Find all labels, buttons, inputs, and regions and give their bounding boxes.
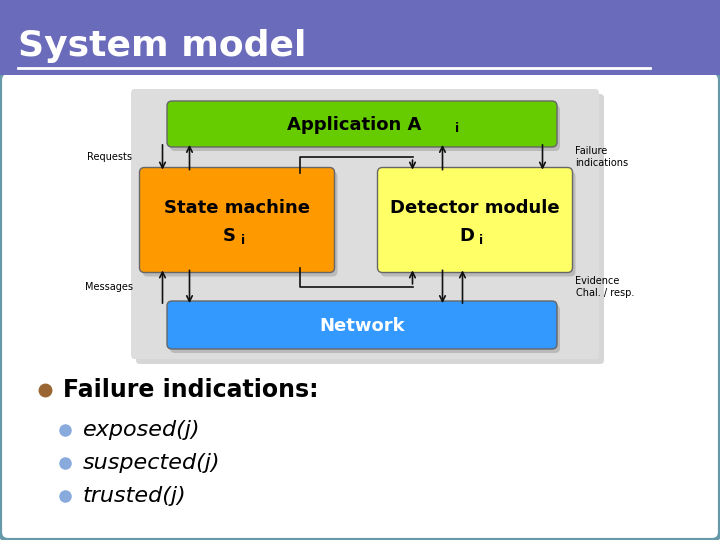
Text: Evidence
Chal. / resp.: Evidence Chal. / resp. bbox=[575, 276, 634, 298]
FancyBboxPatch shape bbox=[167, 301, 557, 349]
FancyBboxPatch shape bbox=[170, 105, 560, 151]
Text: i: i bbox=[455, 122, 459, 134]
FancyBboxPatch shape bbox=[377, 167, 572, 273]
FancyBboxPatch shape bbox=[140, 167, 335, 273]
Text: i: i bbox=[241, 233, 245, 246]
FancyBboxPatch shape bbox=[380, 172, 575, 276]
Text: State machine: State machine bbox=[164, 199, 310, 217]
Text: i: i bbox=[479, 233, 483, 246]
Text: S: S bbox=[222, 227, 235, 245]
Text: exposed(j): exposed(j) bbox=[83, 420, 200, 440]
Text: D: D bbox=[459, 227, 474, 245]
Text: Messages: Messages bbox=[84, 282, 132, 292]
Text: Requests: Requests bbox=[88, 152, 132, 162]
FancyBboxPatch shape bbox=[136, 94, 604, 364]
Text: suspected(j): suspected(j) bbox=[83, 453, 220, 473]
FancyBboxPatch shape bbox=[143, 172, 338, 276]
Bar bbox=[0, 0, 720, 75]
Text: Network: Network bbox=[319, 317, 405, 335]
Text: Application A: Application A bbox=[287, 116, 421, 134]
FancyBboxPatch shape bbox=[131, 89, 599, 359]
Text: Detector module: Detector module bbox=[390, 199, 560, 217]
FancyBboxPatch shape bbox=[167, 101, 557, 147]
FancyBboxPatch shape bbox=[0, 72, 720, 540]
Text: trusted(j): trusted(j) bbox=[83, 486, 186, 506]
Text: Failure
indications: Failure indications bbox=[575, 146, 629, 168]
Text: System model: System model bbox=[18, 29, 307, 63]
FancyBboxPatch shape bbox=[170, 305, 560, 353]
Text: Failure indications:: Failure indications: bbox=[63, 378, 318, 402]
